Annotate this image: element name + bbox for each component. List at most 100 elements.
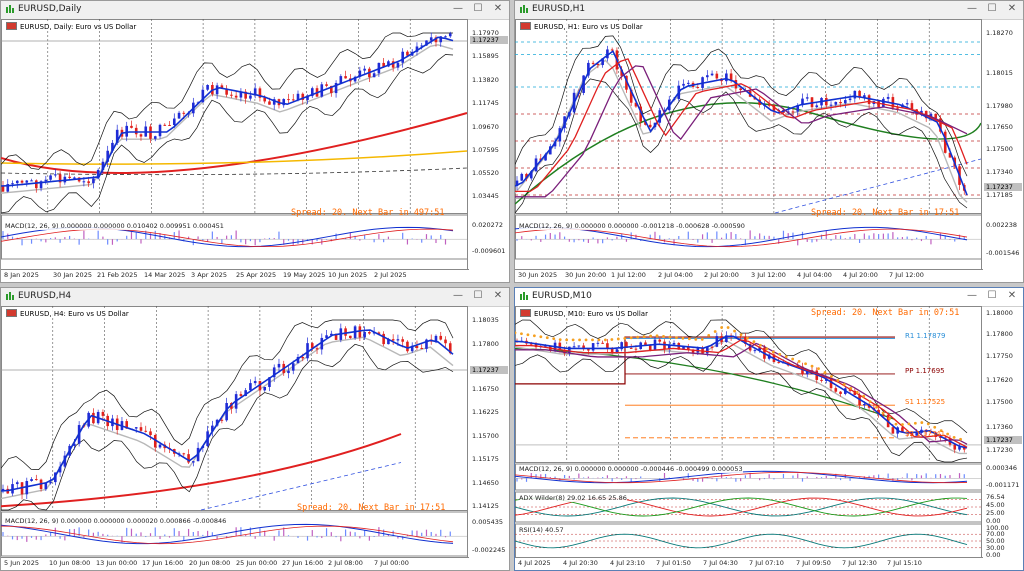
candle-body (130, 125, 133, 128)
candle-body (739, 88, 742, 91)
parabolic-sar-dot (707, 334, 711, 337)
trend-line (200, 462, 402, 511)
price-tick: 1.07595 (472, 146, 499, 154)
candle-body (372, 332, 376, 334)
candle-body (239, 394, 243, 396)
parabolic-sar-dot (862, 394, 866, 398)
candle-body (672, 342, 676, 345)
parabolic-sar-dot (629, 336, 633, 340)
maximize-icon[interactable]: ☐ (473, 290, 483, 301)
parabolic-sar-dot (720, 326, 724, 329)
macd-axis: 0.005435 -0.002245 (472, 518, 506, 554)
candle-body (344, 76, 347, 79)
close-icon[interactable]: ✕ (493, 290, 503, 301)
candle-body (682, 346, 685, 350)
maximize-icon[interactable]: ☐ (987, 290, 997, 301)
close-icon[interactable]: ✕ (1007, 290, 1017, 301)
close-icon[interactable]: ✕ (493, 3, 503, 14)
chart-window-daily[interactable]: EURUSD,Daily — ☐ ✕ EURUSD, Daily: Euro v… (0, 0, 510, 283)
parabolic-sar-dot (597, 338, 601, 342)
candle-body (439, 36, 443, 43)
candle-body (401, 339, 404, 342)
candle-body (753, 350, 757, 352)
price-chart[interactable] (515, 306, 1023, 571)
current-price-box: 1.17237 (470, 36, 508, 44)
price-chart[interactable] (1, 19, 509, 283)
candle-body (344, 328, 347, 336)
candle-body (168, 125, 171, 127)
window-titlebar[interactable]: EURUSD,H4 — ☐ ✕ (1, 288, 509, 307)
adx-axis: 76.54 45.00 25.00 0.00 (986, 493, 1005, 525)
candle-body (177, 112, 181, 119)
candle-body (710, 73, 714, 76)
macd-label: MACD(12, 26, 9) 0.000000 0.000000 0.0104… (5, 222, 224, 230)
candle-body (301, 356, 305, 359)
minimize-icon[interactable]: — (967, 290, 977, 301)
chart-window-h4[interactable]: EURUSD,H4 — ☐ ✕ EURUSD, H4: Euro vs US D… (0, 287, 510, 571)
candle-body (396, 62, 400, 68)
candle-body (1, 186, 5, 192)
window-titlebar[interactable]: EURUSD,H1 — ☐ ✕ (515, 1, 1023, 20)
parabolic-sar-dot (778, 352, 782, 356)
candle-body (6, 184, 10, 192)
candle-body (291, 99, 295, 101)
price-chart[interactable] (1, 306, 509, 571)
chart-area[interactable]: EURUSD, H1: Euro vs US Dollar Spread: 20… (515, 19, 1023, 282)
candle-body (172, 118, 176, 126)
window-title: EURUSD,M10 (532, 291, 592, 301)
candle-body (54, 174, 57, 176)
candle-body (158, 444, 162, 448)
time-axis: 5 Jun 2025 10 Jun 08:00 13 Jun 00:00 17 … (1, 557, 469, 570)
candle-body (391, 61, 395, 68)
fast-ma-line (1, 329, 454, 492)
candle-body (710, 346, 714, 348)
minimize-icon[interactable]: — (453, 290, 463, 301)
candle-body (20, 180, 24, 183)
macd-signal-line (1, 525, 454, 545)
candle-body (544, 345, 547, 347)
parabolic-sar-dot (733, 329, 736, 333)
candle-body (149, 431, 152, 436)
candle-body (425, 40, 428, 46)
minimize-icon[interactable]: — (453, 3, 463, 14)
time-axis: 30 Jun 2025 30 Jun 20:00 1 Jul 12:00 2 J… (515, 269, 983, 282)
candle-body (49, 482, 52, 484)
price-chart[interactable] (515, 19, 1023, 283)
chart-area[interactable]: EURUSD, M10: Euro vs US Dollar Spread: 2… (515, 306, 1023, 570)
candle-body (667, 344, 671, 350)
candle-body (310, 343, 314, 349)
candle-body (525, 173, 528, 179)
spread-countdown: Spread: 20. Next Bar in 07:51 (811, 308, 960, 318)
parabolic-sar-dot (545, 336, 549, 340)
macd-signal-line (515, 471, 968, 484)
candle-body (153, 435, 157, 448)
candle-body (58, 174, 62, 183)
candle-body (953, 444, 957, 450)
parabolic-sar-dot (591, 338, 594, 342)
slow-ma-line (1, 112, 468, 174)
window-titlebar[interactable]: EURUSD,Daily — ☐ ✕ (1, 1, 509, 20)
chart-window-m10[interactable]: EURUSD,M10 — ☐ ✕ EURUSD, M10: Euro vs US… (514, 287, 1024, 571)
window-titlebar[interactable]: EURUSD,M10 — ☐ ✕ (515, 288, 1023, 307)
chart-window-h1[interactable]: EURUSD,H1 — ☐ ✕ EURUSD, H1: Euro vs US D… (514, 0, 1024, 283)
candle-body (101, 161, 105, 170)
candle-body (372, 73, 376, 78)
candle-body (139, 134, 143, 137)
parabolic-sar-dot (532, 334, 536, 338)
candle-body (339, 76, 343, 83)
parabolic-sar-dot (823, 371, 827, 374)
macd-line (515, 226, 968, 248)
maximize-icon[interactable]: ☐ (473, 3, 483, 14)
chart-area[interactable]: EURUSD, H4: Euro vs US Dollar Spread: 20… (1, 306, 509, 570)
candle-body (330, 85, 333, 94)
candle-body (448, 343, 452, 354)
chart-area[interactable]: EURUSD, Daily: Euro vs US Dollar Spread:… (1, 19, 509, 282)
candle-body (139, 427, 143, 431)
maximize-icon[interactable]: ☐ (987, 3, 997, 14)
minimize-icon[interactable]: — (967, 3, 977, 14)
candle-body (320, 337, 324, 350)
parabolic-sar-dot (810, 364, 814, 368)
candle-body (644, 121, 647, 125)
candle-body (444, 339, 447, 344)
close-icon[interactable]: ✕ (1007, 3, 1017, 14)
